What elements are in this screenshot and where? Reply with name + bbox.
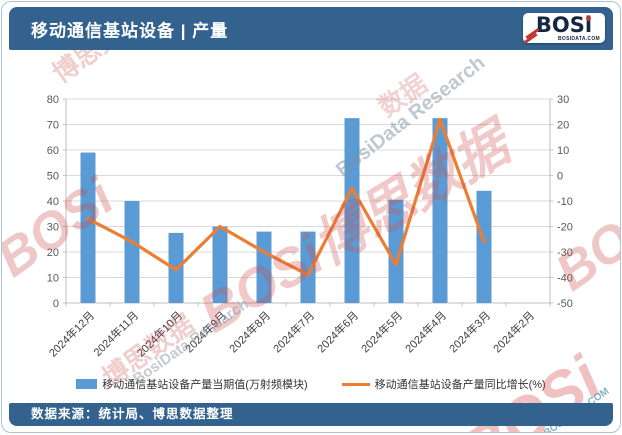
x-axis-tick-label: 2024年8月: [226, 308, 273, 355]
y-axis-tick-label: 70: [47, 120, 59, 132]
y2-axis-tick-label: -30: [557, 247, 573, 259]
x-axis-tick-label: 2024年11月: [90, 308, 141, 359]
y-axis-tick-label: 0: [53, 298, 59, 310]
x-axis-tick-label: 2024年3月: [446, 308, 493, 355]
data-source-label: 数据来源：统计局、博思数据整理: [31, 407, 234, 421]
y2-axis-tick-label: -20: [557, 222, 573, 234]
x-axis-tick-label: 2024年9月: [182, 308, 229, 355]
header-bar: 移动通信基站设备 | 产量 BOSi BOSIDATA.COM: [9, 7, 613, 50]
x-axis-tick-label: 2024年5月: [358, 308, 405, 355]
y-axis-tick-label: 10: [47, 273, 59, 285]
footer-bar: 数据来源：统计局、博思数据整理: [9, 403, 613, 426]
bar: [212, 226, 228, 303]
x-axis-tick-label: 2024年7月: [270, 308, 317, 355]
line-series: [86, 117, 486, 277]
logo-red-dot-icon: [586, 16, 591, 21]
x-axis-tick-label: 2024年6月: [314, 308, 361, 355]
bar: [256, 231, 272, 303]
x-axis-tick-label: 2024年12月: [46, 308, 97, 359]
legend-line-label: 移动通信基站设备产量同比增长(%): [374, 379, 546, 391]
legend-bar-swatch-icon: [76, 379, 98, 389]
bosi-logo: BOSi BOSIDATA.COM: [523, 13, 605, 45]
y2-axis-tick-label: 0: [557, 171, 563, 183]
y2-axis-tick-label: -10: [557, 196, 573, 208]
page-title: 移动通信基站设备 | 产量: [31, 21, 229, 40]
y2-axis-tick-label: 20: [557, 120, 569, 132]
y2-axis-tick-label: 10: [557, 145, 569, 157]
y-axis-tick-label: 60: [47, 145, 59, 157]
x-axis-tick-label: 2024年2月: [490, 308, 537, 355]
y2-axis-tick-label: 30: [557, 94, 569, 106]
y-axis-tick-label: 80: [47, 94, 59, 106]
bar: [300, 231, 316, 303]
y2-axis-tick-label: -40: [557, 273, 573, 285]
bar: [476, 190, 492, 303]
bar: [124, 201, 140, 303]
legend-item-line-series: 移动通信基站设备产量同比增长(%): [341, 376, 546, 392]
bar: [80, 152, 96, 303]
legend-line-swatch-icon: [341, 382, 370, 386]
bar: [432, 118, 448, 303]
logo-text: BOSi: [535, 13, 593, 37]
y2-axis-tick-label: -50: [557, 298, 573, 310]
legend-bar-label: 移动通信基站设备产量当期值(万射频模块): [102, 379, 308, 391]
x-axis-tick-label: 2024年10月: [134, 308, 185, 359]
legend-item-bar-series: 移动通信基站设备产量当期值(万射频模块): [76, 376, 308, 392]
bar: [388, 199, 404, 303]
y-axis-tick-label: 20: [47, 247, 59, 259]
logo-site-label: BOSIDATA.COM: [557, 36, 600, 42]
chart-legend: 移动通信基站设备产量当期值(万射频模块) 移动通信基站设备产量同比增长(%): [2, 376, 620, 392]
y-axis-tick-label: 40: [47, 196, 59, 208]
bar: [344, 118, 360, 303]
x-axis-tick-label: 2024年4月: [402, 308, 449, 355]
y-axis-tick-label: 50: [47, 171, 59, 183]
y-axis-tick-label: 30: [47, 222, 59, 234]
